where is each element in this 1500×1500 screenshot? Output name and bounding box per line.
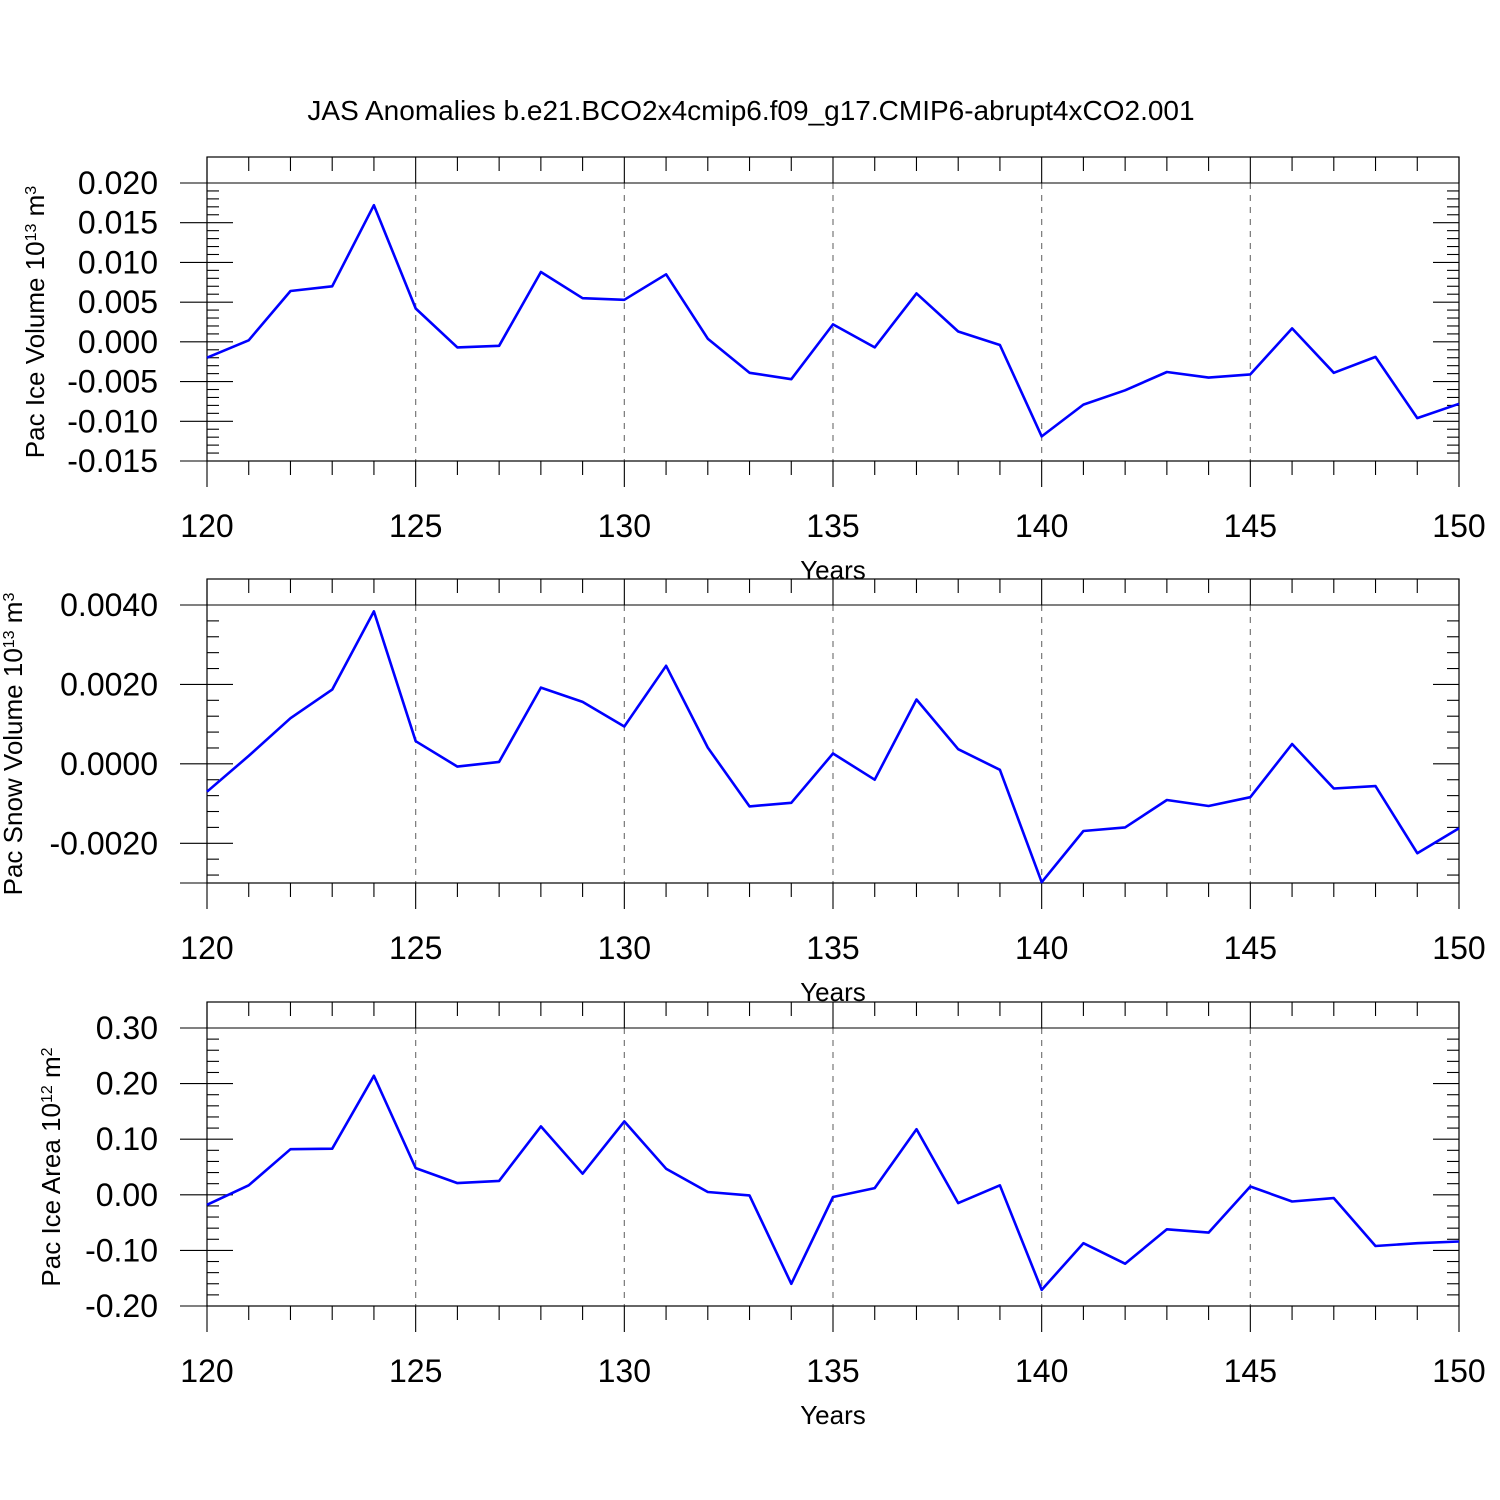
y-tick-label: -0.0020 bbox=[49, 825, 158, 861]
panel-1: 120 125 130 135 140 145 150Years0.0200.0150.01… bbox=[20, 156, 1486, 585]
y-tick-label: 0.10 bbox=[96, 1121, 158, 1157]
x-tick-label: 135 bbox=[806, 930, 859, 966]
x-tick-label: 125 bbox=[389, 508, 442, 544]
y-tick-label: 0.30 bbox=[96, 1010, 158, 1046]
y-axis-label-ylabel-unit: m bbox=[20, 195, 50, 224]
y-tick-label: -0.015 bbox=[67, 443, 158, 479]
x-tick-label: 150 bbox=[1432, 1353, 1485, 1389]
y-axis-label-ylabel-unit: m bbox=[0, 602, 28, 631]
y-axis-label-ylabel-unit-exponent: 3 bbox=[1, 593, 18, 602]
x-tick-label: 130 bbox=[598, 930, 651, 966]
y-axis-label: Pac Snow Volume 1013 m3 bbox=[0, 593, 28, 896]
y-tick-label: 0.20 bbox=[96, 1066, 158, 1102]
x-tick-label: 120 bbox=[180, 508, 233, 544]
x-axis-label: Years bbox=[800, 1400, 866, 1430]
x-tick-label: 125 bbox=[389, 930, 442, 966]
x-tick-label: 135 bbox=[806, 1353, 859, 1389]
y-tick-label: 0.005 bbox=[78, 284, 158, 320]
y-axis-label-ylabel-exponent: 12 bbox=[39, 1085, 56, 1103]
x-tick-label: 150 bbox=[1432, 930, 1485, 966]
x-tick-label: 150 bbox=[1432, 508, 1485, 544]
x-tick-label: 145 bbox=[1224, 930, 1277, 966]
x-tick-label: 145 bbox=[1224, 508, 1277, 544]
y-axis-label-ylabel-unit-exponent: 2 bbox=[39, 1047, 56, 1056]
y-axis-label-ylabel: Pac Snow Volume 10 bbox=[0, 648, 28, 895]
x-tick-label: 130 bbox=[598, 508, 651, 544]
y-axis-label-ylabel-exponent: 13 bbox=[1, 630, 18, 648]
y-tick-label: -0.010 bbox=[67, 403, 158, 439]
x-tick-label: 125 bbox=[389, 1353, 442, 1389]
y-tick-label: 0.0040 bbox=[60, 587, 158, 623]
y-tick-label: 0.0020 bbox=[60, 666, 158, 702]
y-tick-label: -0.20 bbox=[85, 1288, 158, 1324]
x-tick-label: 145 bbox=[1224, 1353, 1277, 1389]
y-tick-label: 0.010 bbox=[78, 244, 158, 280]
y-axis-label: Pac Ice Volume 1013 m3 bbox=[20, 186, 50, 459]
x-tick-label: 140 bbox=[1015, 930, 1068, 966]
y-axis-label-ylabel-unit: m bbox=[36, 1056, 66, 1085]
x-tick-label: 120 bbox=[180, 930, 233, 966]
y-tick-label: 0.020 bbox=[78, 165, 158, 201]
y-tick-label: 0.0000 bbox=[60, 746, 158, 782]
x-tick-label: 135 bbox=[806, 508, 859, 544]
y-tick-label: 0.015 bbox=[78, 205, 158, 241]
x-tick-label: 140 bbox=[1015, 508, 1068, 544]
y-axis-label-ylabel: Pac Ice Area 10 bbox=[36, 1103, 66, 1287]
y-axis-label-ylabel-unit-exponent: 3 bbox=[23, 186, 40, 195]
x-tick-label: 130 bbox=[598, 1353, 651, 1389]
y-axis-label-ylabel: Pac Ice Volume 10 bbox=[20, 241, 50, 458]
y-axis-label: Pac Ice Area 1012 m2 bbox=[36, 1047, 66, 1286]
y-tick-label: -0.10 bbox=[85, 1232, 158, 1268]
y-axis-label-ylabel-exponent: 13 bbox=[23, 223, 40, 241]
figure-title: JAS Anomalies b.e21.BCO2x4cmip6.f09_g17.… bbox=[307, 95, 1194, 126]
y-tick-label: 0.00 bbox=[96, 1177, 158, 1213]
x-tick-label: 140 bbox=[1015, 1353, 1068, 1389]
y-tick-label: -0.005 bbox=[67, 364, 158, 400]
panel-3: 120 125 130 135 140 145 150 Years 0.30 0.20 0.10 0.… bbox=[36, 1001, 1486, 1430]
series-line bbox=[206, 610, 1460, 884]
panel-2: 120 125 130 135 140 145 150Years0.00400.00200.… bbox=[0, 578, 1486, 1007]
x-tick-label: 120 bbox=[180, 1353, 233, 1389]
y-tick-label: 0.000 bbox=[78, 324, 158, 360]
